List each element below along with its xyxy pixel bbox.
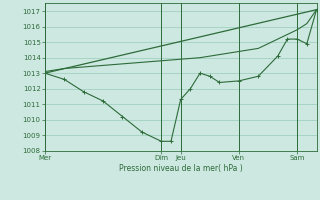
- X-axis label: Pression niveau de la mer( hPa ): Pression niveau de la mer( hPa ): [119, 164, 243, 173]
